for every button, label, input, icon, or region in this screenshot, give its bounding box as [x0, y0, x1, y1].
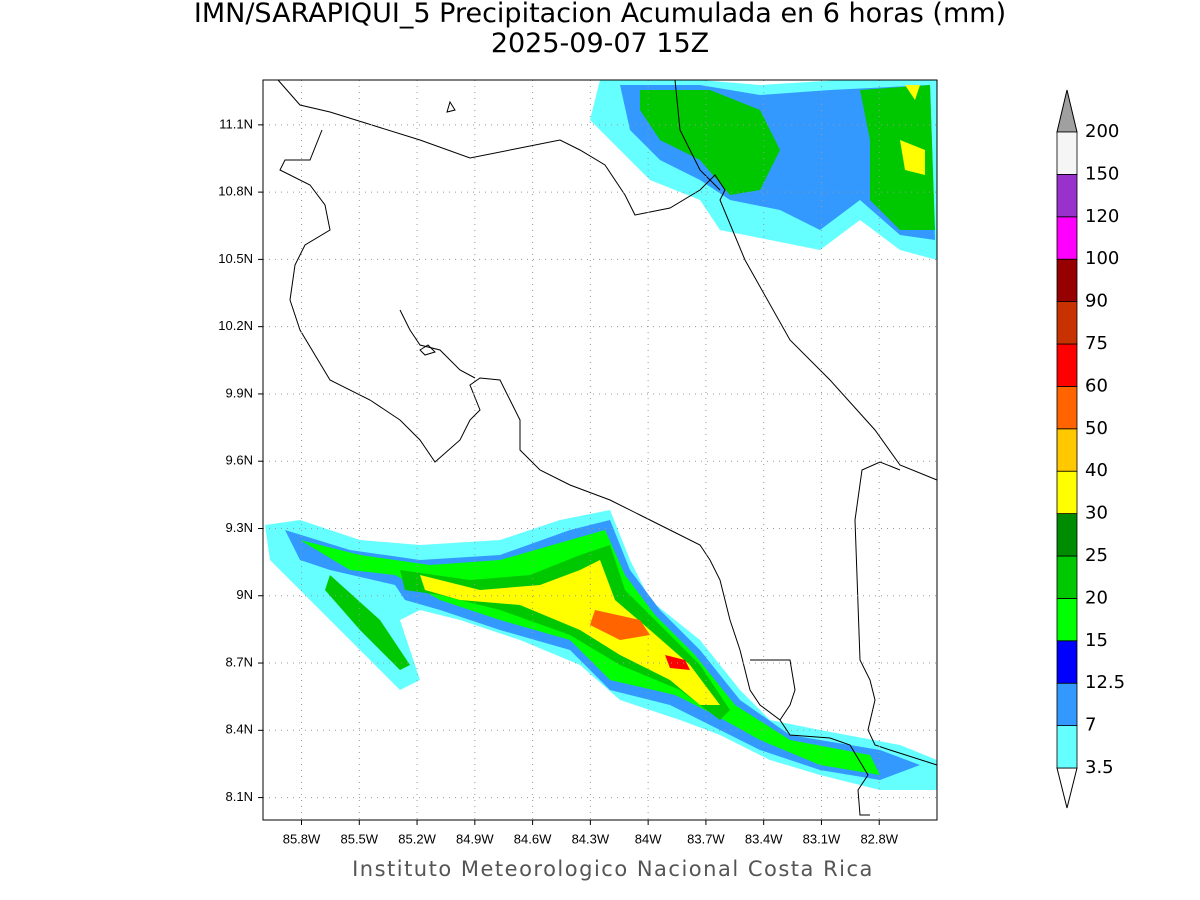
colorbar-segment: [1056, 131, 1078, 175]
colorbar-label: 50: [1085, 418, 1108, 439]
precip-area: [590, 610, 650, 640]
coastlines: [277, 79, 938, 816]
x-tick-label: 83.1W: [803, 831, 841, 846]
colorbar-segment: [1056, 258, 1078, 303]
precip-area: [665, 655, 690, 670]
y-tick-label: 8.4N: [226, 722, 253, 737]
colorbar-over: [1056, 89, 1078, 133]
y-tick-label: 8.7N: [226, 654, 253, 669]
title: IMN/SARAPIQUI_5 Precipitacion Acumulada …: [194, 0, 1006, 29]
colorbar-segment: [1056, 555, 1078, 599]
y-tick-label: 9N: [236, 587, 253, 602]
colorbar-label: 7: [1085, 715, 1096, 736]
x-tick-label: 85.8W: [283, 831, 321, 846]
colorbar-label: 120: [1085, 206, 1119, 227]
colorbar-segment: [1056, 640, 1078, 684]
coastline: [674, 79, 721, 191]
colorbar-label: 3.5: [1085, 757, 1114, 778]
colorbar-segment: [1056, 682, 1078, 727]
colorbar-label: 75: [1085, 333, 1108, 354]
coastline: [277, 79, 938, 481]
precip-area: [400, 545, 730, 720]
y-tick-label: 10.8N: [218, 184, 253, 199]
colorbar-segment: [1056, 216, 1078, 260]
y-tick-label: 11.1N: [219, 116, 253, 131]
colorbar-label: 20: [1085, 587, 1108, 608]
x-tick-label: 84.9W: [456, 831, 494, 846]
colorbar-label: 150: [1085, 163, 1119, 184]
precip-area: [900, 85, 925, 175]
y-tick-label: 9.9N: [226, 385, 253, 400]
coastline: [279, 129, 870, 816]
x-tick-label: 82.8W: [860, 831, 898, 846]
x-tick-label: 83.4W: [745, 831, 783, 846]
coastline: [419, 100, 456, 356]
colorbar-label: 100: [1085, 248, 1119, 269]
precip-area: [420, 560, 720, 705]
colorbar-segment: [1056, 173, 1078, 218]
colorbar-label: 90: [1085, 291, 1108, 312]
y-tick-label: 10.2N: [218, 318, 253, 333]
colorbar-label: 15: [1085, 630, 1108, 651]
colorbar-segment: [1056, 301, 1078, 345]
y-tick-label: 8.1N: [226, 789, 253, 804]
colorbar-label: 30: [1085, 503, 1108, 524]
coastline: [854, 461, 938, 766]
x-tick-label: 83.7W: [687, 831, 725, 846]
plot-frame: [262, 79, 938, 821]
footer: Instituto Meteorologico Nacional Costa R…: [352, 857, 874, 881]
precip-area: [640, 85, 935, 230]
x-tick-label: 84W: [635, 831, 662, 846]
x-tick-label: 84.3W: [572, 831, 610, 846]
colorbar-segment: [1056, 470, 1078, 515]
subtitle: 2025-09-07 15Z: [491, 28, 709, 59]
precip-area: [325, 575, 410, 670]
x-tick-label: 85.5W: [340, 831, 378, 846]
colorbar: 3.5 7 12.5 15 20 25 30 40 50 60 75 90 100 120 150 200: [1056, 89, 1125, 809]
colorbar-label: 40: [1085, 460, 1108, 481]
y-tick-label: 10.5N: [218, 251, 253, 266]
colorbar-segment: [1056, 513, 1078, 557]
x-tick-label: 84.6W: [514, 831, 552, 846]
colorbar-label: 12.5: [1085, 672, 1125, 693]
colorbar-segment: [1056, 385, 1078, 430]
x-tick-label: 85.2W: [398, 831, 436, 846]
plot-area: [258, 79, 938, 825]
y-tick-label: 9.3N: [226, 520, 253, 535]
colorbar-segment: [1056, 598, 1078, 642]
colorbar-segment: [1056, 428, 1078, 472]
coastline: [750, 659, 796, 721]
colorbar-label: 200: [1085, 121, 1119, 142]
colorbar-under: [1056, 767, 1078, 809]
colorbar-segment: [1056, 343, 1078, 387]
colorbar-label: 25: [1085, 545, 1108, 566]
y-tick-label: 9.6N: [226, 453, 253, 468]
colorbar-label: 60: [1085, 375, 1108, 396]
colorbar-segment: [1056, 725, 1078, 769]
